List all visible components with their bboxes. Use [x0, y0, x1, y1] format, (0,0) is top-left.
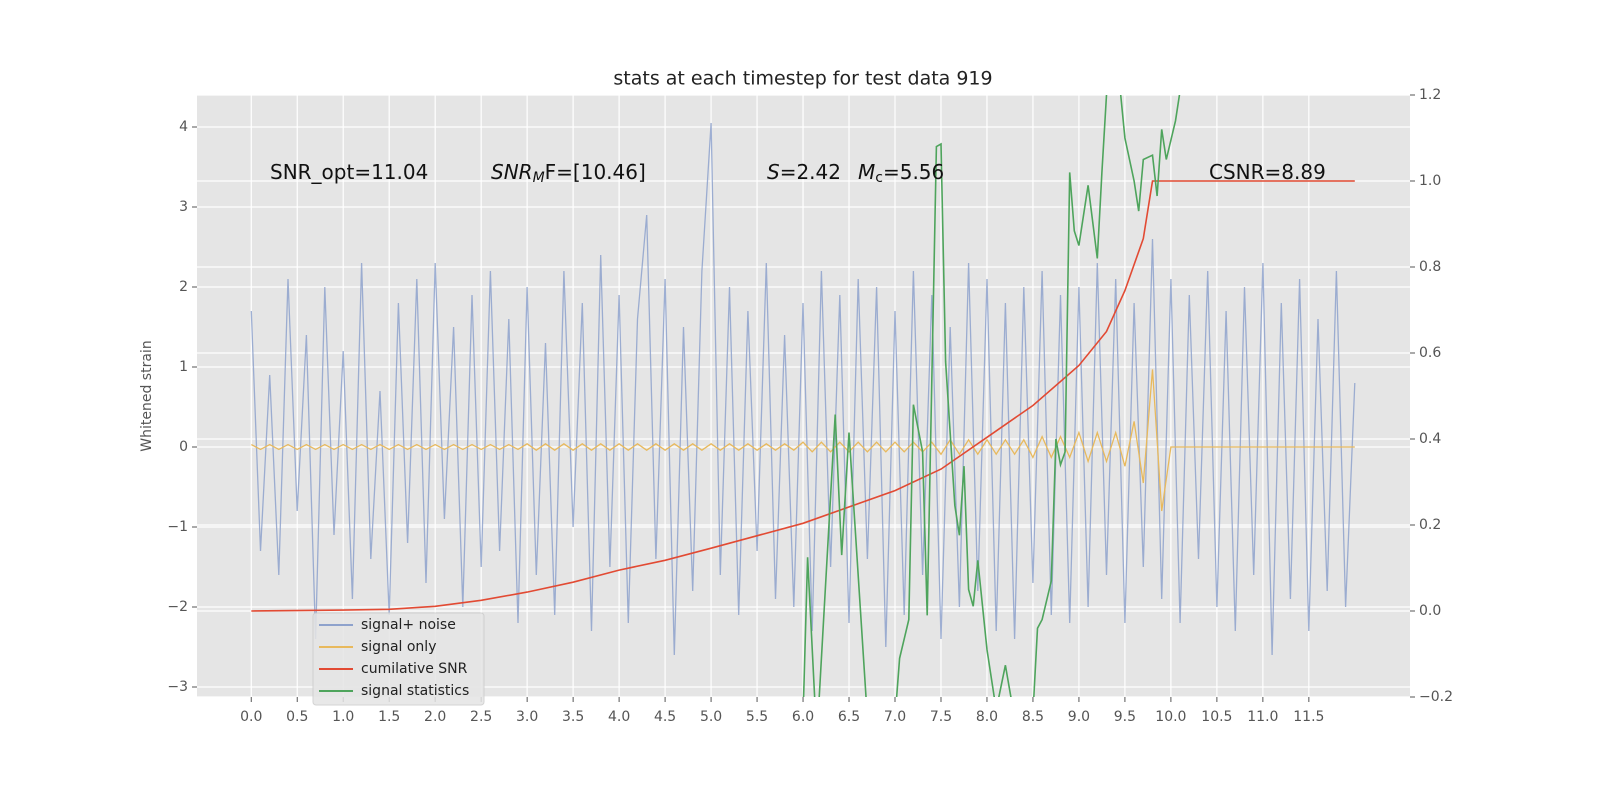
series-line — [250, 369, 1355, 512]
x-tick-label: 10.0 — [1155, 709, 1186, 725]
y2-tick-label: 0.0 — [1419, 603, 1441, 619]
y-tick-label: −1 — [167, 519, 188, 535]
x-tick-label: 6.5 — [838, 709, 860, 725]
x-tick-label: 9.0 — [1068, 709, 1090, 725]
annotations: SNR_opt=11.04 SNRMF=[10.46] S=2.42 Mc=5.56 C… — [270, 160, 1326, 187]
x-tick-label: 3.5 — [562, 709, 584, 725]
annotation-part: M — [533, 170, 545, 186]
legend-box — [312, 612, 485, 706]
x-tick-label: 1.0 — [332, 709, 354, 725]
x-tick-label: 7.0 — [884, 709, 906, 725]
x-tick-label: 8.5 — [1022, 709, 1044, 725]
x-tick-label: 5.5 — [746, 709, 768, 725]
y2-tick-label: 0.8 — [1419, 259, 1441, 275]
x-tick-label: 4.5 — [654, 709, 676, 725]
annotation: SNR_opt=11.04 — [270, 160, 428, 184]
legend-label: signal+ noise — [361, 617, 456, 633]
x-tick-label: 8.0 — [976, 709, 998, 725]
annotation-part: F=[10.46] — [545, 160, 646, 184]
x-tick-label: 1.5 — [378, 709, 400, 725]
x-tick-label: 7.5 — [930, 709, 952, 725]
annotation: S=2.42 — [767, 160, 841, 184]
series-line — [251, 180, 1355, 612]
annotation-part: SNR — [491, 160, 533, 184]
x-tick-label: 5.0 — [700, 709, 722, 725]
ticks: 0.0 0.5 1.0 1.5 2.0 2.5 3.0 3.5 4.0 4.5 5.0 5.5 6.0 6… — [167, 87, 1453, 725]
legend-label: cumilative SNR — [361, 661, 468, 677]
x-tick-label: 4.0 — [608, 709, 630, 725]
x-tick-label: 0.5 — [286, 709, 308, 725]
annotation-part: M — [858, 160, 875, 184]
annotation: CSNR=8.89 — [1209, 160, 1326, 184]
legend-label: signal only — [361, 639, 436, 655]
x-tick-label: 11.0 — [1247, 709, 1278, 725]
x-tick-label: 10.5 — [1201, 709, 1232, 725]
y2-tick-label: 0.2 — [1419, 517, 1441, 533]
y-tick-label: 0 — [179, 439, 188, 455]
y-tick-label: 4 — [179, 119, 188, 135]
y-tick-label: 1 — [179, 359, 188, 375]
grid — [197, 94, 1410, 698]
x-tick-label: 2.0 — [424, 709, 446, 725]
y-axis-label: Whitened strain — [139, 340, 155, 451]
x-tick-label: 2.5 — [470, 709, 492, 725]
legend-label: signal statistics — [361, 683, 469, 699]
y2-tick-label: 1.2 — [1419, 87, 1441, 103]
chart-title: stats at each timestep for test data 919 — [613, 68, 992, 90]
lines — [250, 95, 1356, 697]
annotation: Mc=5.56 — [858, 160, 944, 187]
annotation-part: CSNR=8.89 — [1209, 160, 1326, 184]
annotation-part: =5.56 — [883, 160, 944, 184]
x-tick-label: 3.0 — [516, 709, 538, 725]
annotation-part: SNR_opt=11.04 — [270, 160, 428, 184]
x-tick-label: 11.5 — [1293, 709, 1324, 725]
series-line — [802, 95, 1181, 697]
y-tick-label: −3 — [167, 679, 188, 695]
x-tick-label: 9.5 — [1114, 709, 1136, 725]
y2-tick-label: 1.0 — [1419, 173, 1441, 189]
legend: signal+ noise signal only cumilative SNR si… — [312, 612, 485, 706]
y-tick-label: 3 — [179, 199, 188, 215]
annotation-part: c — [875, 170, 883, 186]
annotation-part: S — [767, 160, 780, 184]
annotation: SNRMF=[10.46] — [491, 160, 646, 187]
y2-tick-label: 0.4 — [1419, 431, 1441, 447]
y-tick-label: 2 — [179, 279, 188, 295]
y2-tick-label: −0.2 — [1419, 689, 1453, 705]
x-tick-label: 0.0 — [240, 709, 262, 725]
x-tick-label: 6.0 — [792, 709, 814, 725]
y-tick-label: −2 — [167, 599, 188, 615]
y2-tick-label: 0.6 — [1419, 345, 1441, 361]
annotation-part: =2.42 — [780, 160, 841, 184]
series-line — [250, 122, 1356, 656]
